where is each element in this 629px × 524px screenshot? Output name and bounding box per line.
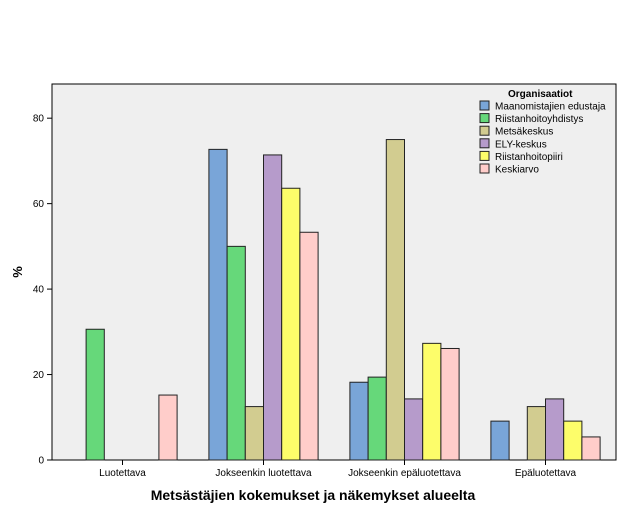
legend-swatch: [479, 138, 490, 149]
bar: [85, 328, 105, 461]
x-axis-title: Metsästäjien kokemukset ja näkemykset al…: [151, 487, 476, 503]
bar: [440, 347, 460, 461]
legend-label: Riistanhoitopiiri: [495, 152, 563, 163]
x-axis: Luotettava Jokseenkin luotettava Jokseenki…: [99, 460, 577, 479]
bar: [367, 376, 387, 461]
y-tick-label: 80: [33, 114, 45, 125]
legend-label: Keskiarvo: [495, 165, 539, 176]
legend-swatch: [479, 113, 490, 124]
legend-label: Maanomistajien edustaja: [495, 102, 606, 113]
bar: [581, 436, 601, 461]
bar: [422, 342, 442, 461]
bar: [385, 139, 405, 461]
bar: [526, 406, 546, 461]
bar: [545, 398, 565, 461]
x-tick-label: Jokseenkin epäluotettava: [348, 468, 461, 479]
bar: [563, 420, 583, 461]
legend-label: Riistanhoitoyhdistys: [495, 114, 583, 125]
legend-label: ELY-keskus: [495, 139, 547, 150]
bar: [244, 406, 265, 461]
bar: [299, 231, 319, 461]
x-tick-label: Luotettava: [99, 468, 146, 479]
legend-swatch: [479, 100, 490, 111]
legend-title: Organisaatiot: [508, 89, 573, 100]
x-tick-label: Epäluotettava: [515, 468, 577, 479]
plot-area: [51, 83, 617, 461]
bar: [404, 398, 424, 461]
legend-swatch: [479, 163, 490, 174]
y-axis-title: %: [10, 266, 25, 278]
bar: [226, 245, 246, 461]
bar: [490, 420, 510, 461]
legend: Organisaatiot Maanomistajien edustajaRii…: [479, 89, 606, 176]
y-tick-label: 60: [33, 199, 45, 210]
y-tick-label: 0: [38, 456, 44, 467]
y-axis: 0 20 40 60 80: [33, 114, 52, 467]
legend-swatch: [479, 125, 490, 136]
y-tick-label: 40: [33, 285, 45, 296]
bars-group: [85, 139, 601, 461]
bar: [208, 148, 228, 461]
bar: [158, 394, 178, 461]
bar: [263, 154, 283, 461]
legend-swatch: [479, 150, 490, 161]
bar: [281, 187, 301, 461]
y-tick-label: 20: [33, 370, 45, 381]
bar: [349, 381, 369, 461]
x-tick-label: Jokseenkin luotettava: [215, 468, 312, 479]
legend-label: Metsäkeskus: [495, 127, 553, 138]
